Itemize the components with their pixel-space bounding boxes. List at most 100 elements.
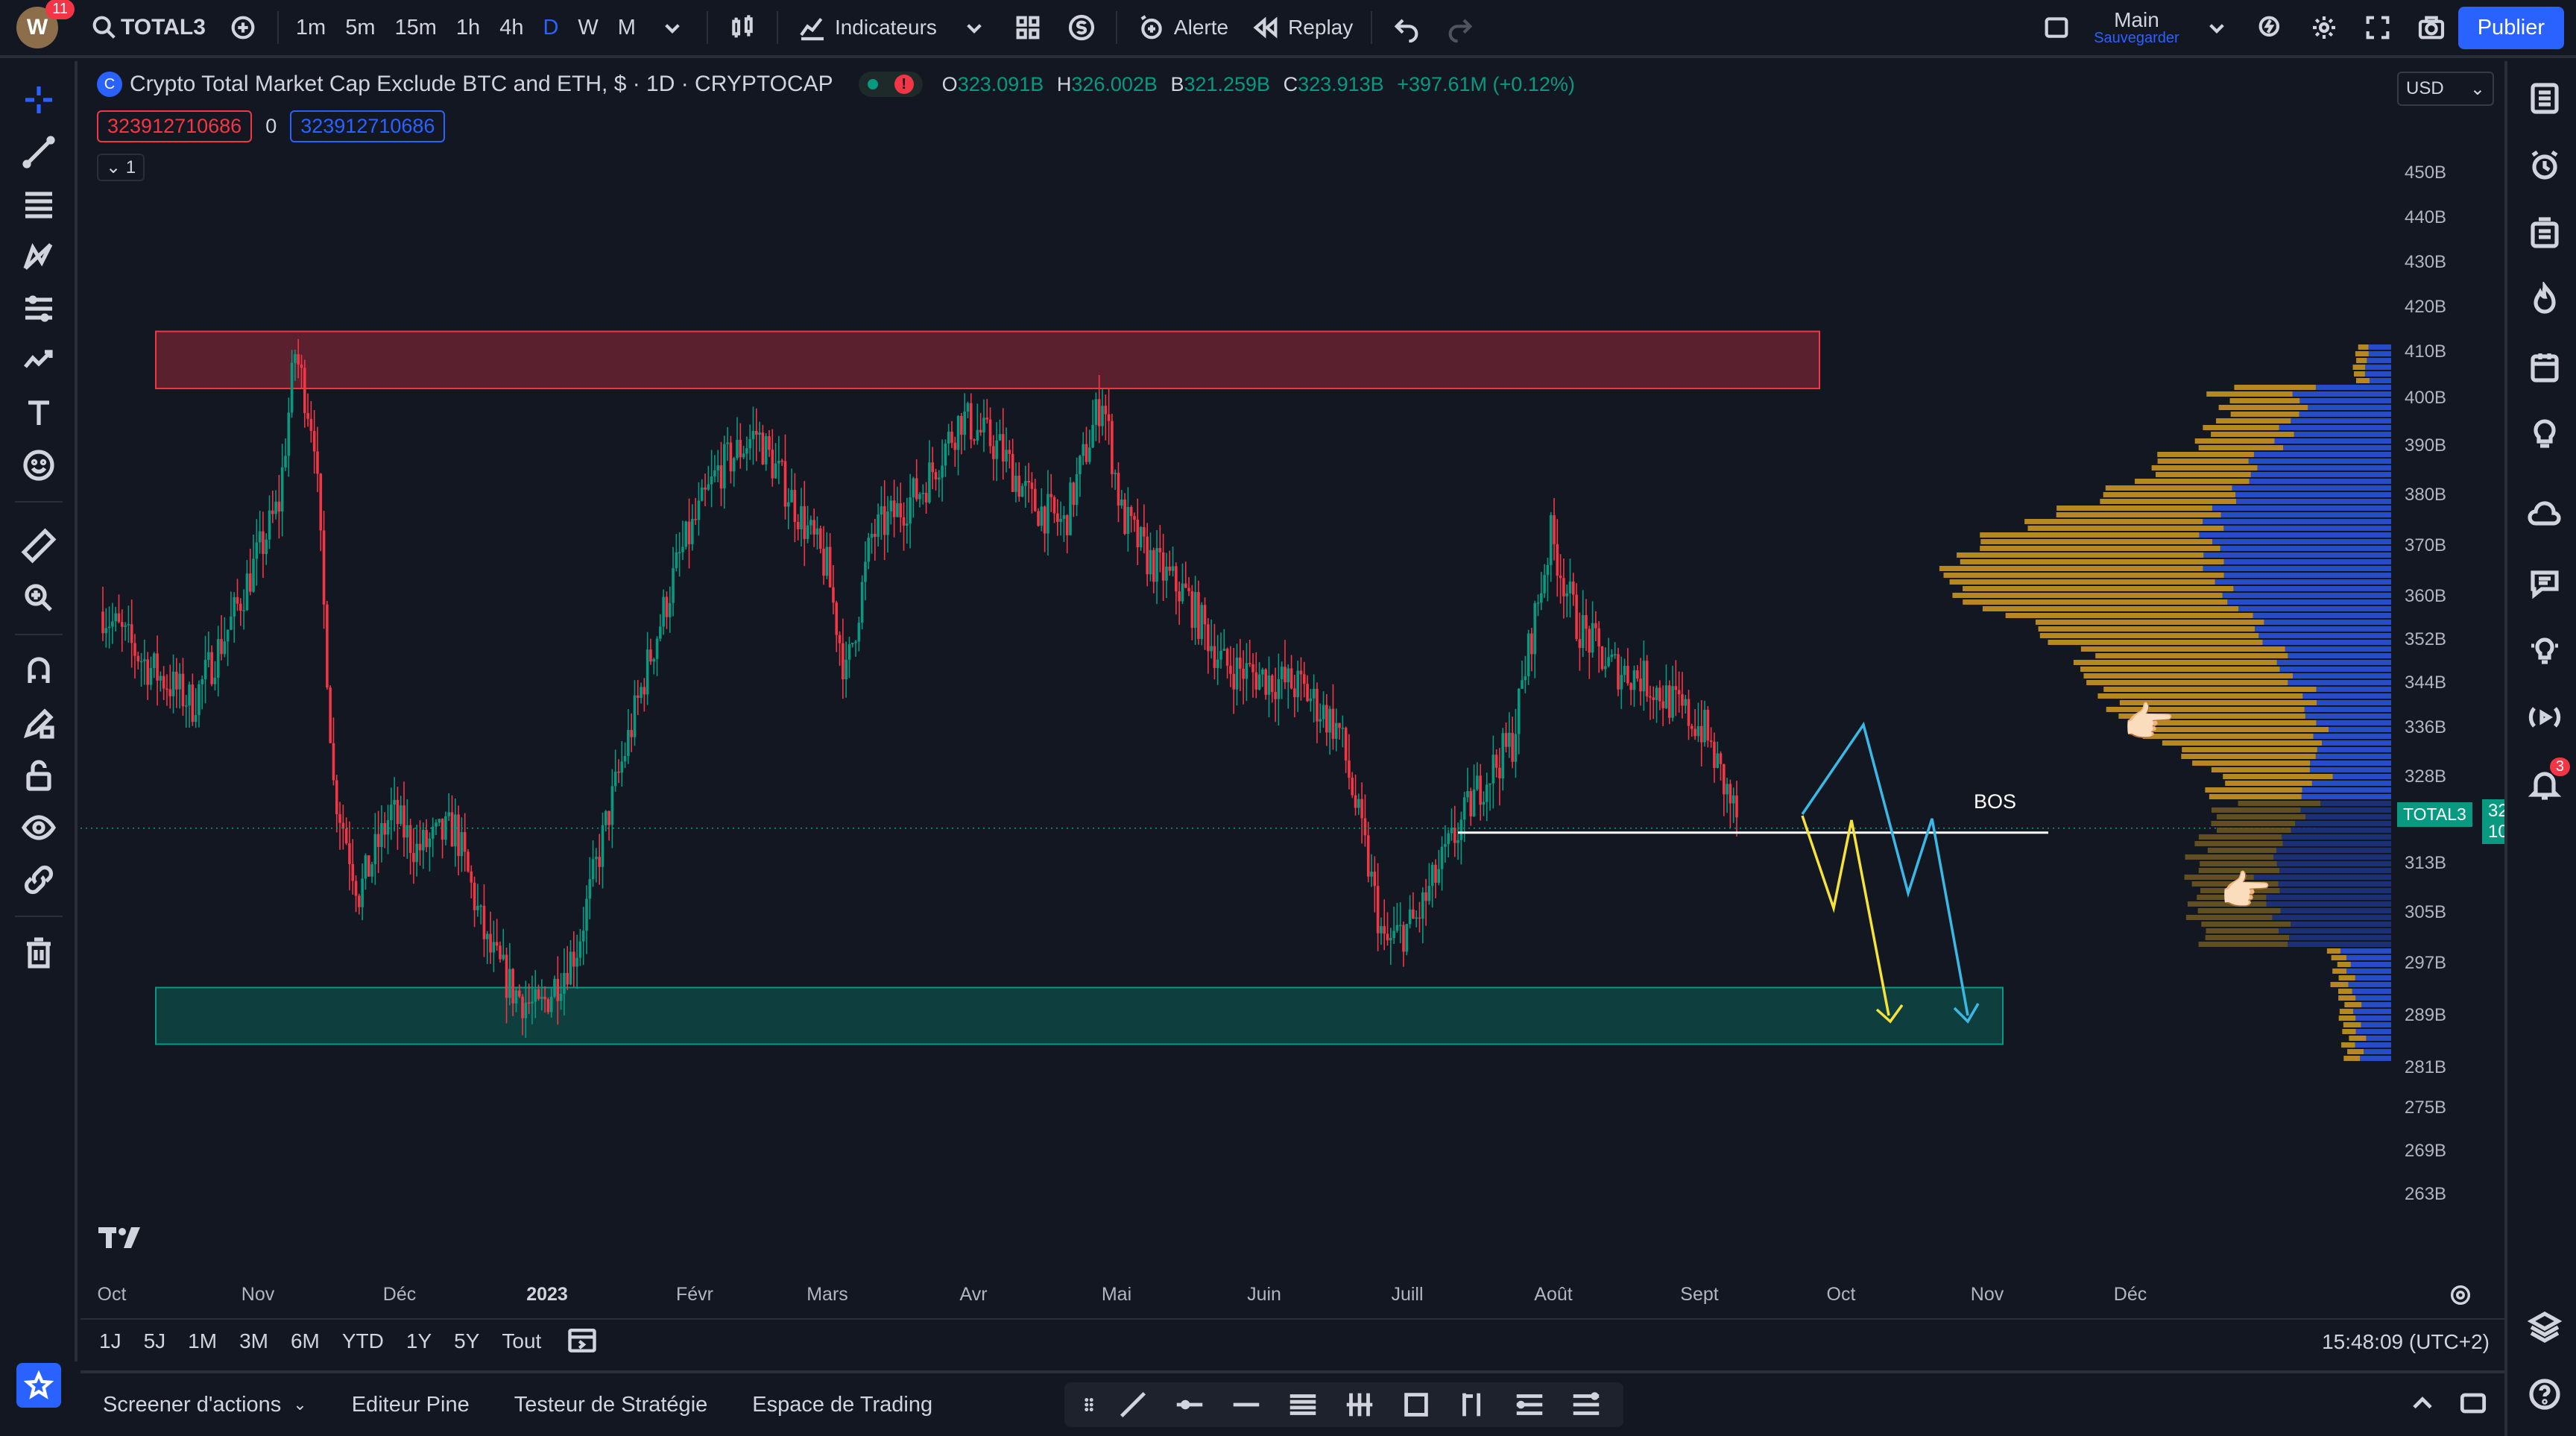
forecast-tool[interactable] <box>19 289 58 328</box>
goto-date-button[interactable] <box>566 1323 599 1360</box>
publish-button[interactable]: Publier <box>2457 6 2564 49</box>
eye-icon <box>22 815 56 840</box>
text-tool[interactable] <box>19 394 58 432</box>
fib-extension-icon[interactable] <box>1569 1388 1603 1422</box>
layout-dropdown[interactable] <box>2190 0 2244 57</box>
undo-button[interactable] <box>1380 0 1433 57</box>
series-title[interactable]: Crypto Total Market Cap Exclude BTC and … <box>130 72 833 96</box>
price-chart[interactable] <box>80 61 2504 1363</box>
tips-button[interactable] <box>2524 629 2566 671</box>
sell-button[interactable]: 323912710686 <box>97 110 253 142</box>
settings-button[interactable] <box>2297 0 2351 57</box>
chart-type-button[interactable] <box>716 0 769 57</box>
magnet-tool[interactable] <box>19 652 58 690</box>
layout-name-button[interactable]: Main Sauvegarder <box>2083 8 2190 46</box>
timeframe-1m[interactable]: 1m <box>295 15 326 40</box>
link-tool[interactable] <box>19 860 58 899</box>
indicator-templates-dropdown[interactable] <box>947 0 1001 57</box>
buy-button[interactable]: 323912710686 <box>290 110 446 142</box>
bar-countdown: 10:11:51 <box>2488 822 2504 842</box>
chart-pane[interactable]: C Crypto Total Market Cap Exclude BTC an… <box>80 61 2504 1363</box>
timeframe-4h[interactable]: 4h <box>499 15 524 40</box>
timeframe-M[interactable]: M <box>617 15 636 40</box>
range-tout[interactable]: Tout <box>502 1329 542 1352</box>
horizontal-line-icon[interactable] <box>1229 1388 1263 1422</box>
tradingview-logo-icon[interactable] <box>98 1224 146 1253</box>
range-6m[interactable]: 6M <box>290 1329 320 1352</box>
range-1y[interactable]: 1Y <box>405 1329 432 1352</box>
range-5j[interactable]: 5J <box>143 1329 166 1352</box>
currency-selector[interactable]: USD ⌄ <box>2397 72 2494 106</box>
range-1j[interactable]: 1J <box>99 1329 121 1352</box>
replay-button[interactable]: Replay <box>1239 0 1363 57</box>
timeframe-5m[interactable]: 5m <box>345 15 376 40</box>
pattern-tool[interactable] <box>19 237 58 276</box>
snapshot-button[interactable] <box>2405 0 2458 57</box>
chevron-up-icon[interactable] <box>2406 1387 2439 1420</box>
indicators-button[interactable]: Indicateurs <box>786 0 947 57</box>
timeframe-D[interactable]: D <box>543 15 559 40</box>
timeframe-dropdown[interactable] <box>645 0 699 57</box>
calendar-button[interactable] <box>2524 346 2566 388</box>
hotlists-button[interactable] <box>2524 279 2566 321</box>
watchlist-button[interactable] <box>2524 78 2566 119</box>
lock-all-tool[interactable] <box>19 756 58 795</box>
maximize-panel-icon[interactable] <box>2457 1387 2490 1420</box>
emoji-tool[interactable] <box>19 446 58 485</box>
axis-settings-button[interactable] <box>2448 1282 2473 1311</box>
broadcast-button[interactable] <box>2524 696 2566 738</box>
crosshair-tool[interactable] <box>19 81 58 119</box>
range-ytd[interactable]: YTD <box>341 1329 384 1352</box>
ideas-button[interactable] <box>2524 413 2566 455</box>
tab-strategy-tester[interactable]: Testeur de Stratégie <box>514 1392 708 1417</box>
parallel-channel-icon[interactable] <box>1286 1388 1320 1422</box>
long-position-icon[interactable] <box>1456 1388 1490 1422</box>
compare-symbol-button[interactable] <box>216 0 270 57</box>
user-avatar[interactable]: W 11 <box>16 0 75 48</box>
timeframe-1h[interactable]: 1h <box>455 15 481 40</box>
help-button[interactable] <box>2524 1373 2566 1415</box>
lock-drawing-tool[interactable] <box>19 704 58 743</box>
tab-pine-editor[interactable]: Editeur Pine <box>351 1392 470 1417</box>
tab-trading-panel[interactable]: Espace de Trading <box>752 1392 933 1417</box>
fib-tool[interactable] <box>19 185 58 224</box>
object-tree-button[interactable] <box>2524 1306 2566 1348</box>
timeframe-15m[interactable]: 15m <box>394 15 437 40</box>
brush-tool[interactable] <box>19 341 58 380</box>
rectangle-icon[interactable] <box>1399 1388 1433 1422</box>
quick-search-button[interactable] <box>2244 0 2297 57</box>
notifications-button[interactable]: 3 <box>2524 758 2570 805</box>
range-1m[interactable]: 1M <box>188 1329 218 1352</box>
symbol-search[interactable]: TOTAL3 <box>78 0 216 57</box>
trend-line-tool[interactable] <box>19 133 58 171</box>
alert-button[interactable]: Alerte <box>1125 0 1239 57</box>
chats-button[interactable] <box>2524 562 2566 604</box>
hide-drawings-tool[interactable] <box>19 808 58 847</box>
streams-button[interactable] <box>2524 495 2566 537</box>
favorites-button[interactable] <box>16 1363 61 1408</box>
data-window-button[interactable] <box>2524 212 2566 253</box>
zoom-tool[interactable] <box>19 579 58 617</box>
symbol-info-button[interactable] <box>1055 0 1108 57</box>
candle-body <box>1421 892 1424 919</box>
trend-line-icon[interactable] <box>1116 1388 1150 1422</box>
layout-toggle-button[interactable] <box>2030 0 2083 57</box>
remove-drawings-tool[interactable] <box>19 933 58 972</box>
timezone-clock[interactable]: 15:48:09 (UTC+2) <box>2322 1330 2490 1353</box>
ruler-tool[interactable] <box>19 526 58 565</box>
candle-body <box>768 436 771 450</box>
layouts-button[interactable] <box>1001 0 1055 57</box>
timeframe-W[interactable]: W <box>578 15 599 40</box>
range-5y[interactable]: 5Y <box>454 1329 480 1352</box>
range-3m[interactable]: 3M <box>239 1329 268 1352</box>
fib-retracement-icon[interactable] <box>1512 1388 1547 1422</box>
fullscreen-button[interactable] <box>2351 0 2405 57</box>
market-status[interactable]: ! <box>858 72 923 97</box>
tab-stock-screener[interactable]: Screener d'actions ⌄ <box>80 1393 329 1417</box>
pitchfork-icon[interactable] <box>1342 1388 1377 1422</box>
redo-button[interactable] <box>1433 0 1487 57</box>
horizontal-ray-icon[interactable] <box>1172 1388 1207 1422</box>
indicators-collapse-button[interactable]: ⌄ 1 <box>97 154 145 181</box>
drag-handle-icon[interactable] <box>1079 1388 1099 1422</box>
alerts-button[interactable] <box>2524 145 2566 186</box>
